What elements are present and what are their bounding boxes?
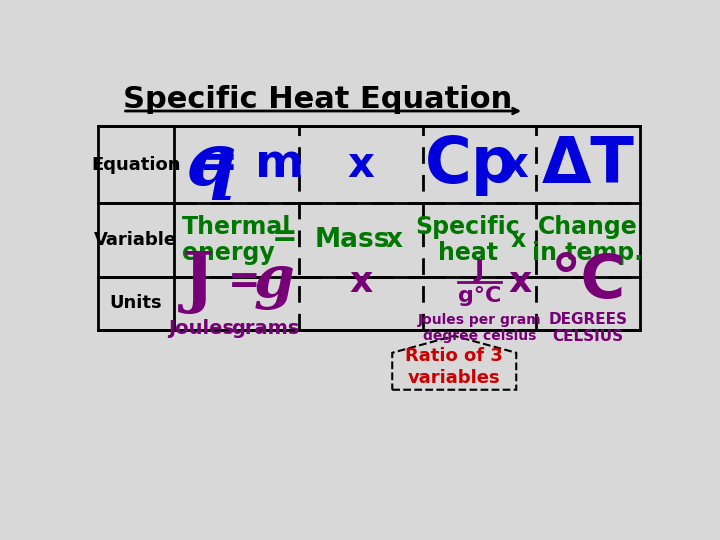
Text: x: x — [348, 144, 374, 186]
Text: = m: = m — [199, 143, 304, 187]
Text: Specific Heat Equation: Specific Heat Equation — [122, 85, 512, 114]
Text: ΔT: ΔT — [541, 134, 634, 196]
Bar — [98, 126, 640, 330]
Text: =: = — [228, 263, 261, 301]
Text: Joules per gram
degree celsius: Joules per gram degree celsius — [418, 313, 541, 343]
Text: Equation: Equation — [91, 156, 181, 174]
Text: J: J — [474, 258, 484, 282]
Text: x: x — [350, 265, 373, 299]
Text: g: g — [253, 254, 294, 310]
Polygon shape — [392, 336, 516, 390]
Text: Cp: Cp — [426, 134, 518, 196]
Text: J: J — [183, 249, 215, 314]
Text: Variable: Variable — [94, 231, 177, 249]
Text: g°C: g°C — [458, 286, 501, 306]
Text: DEGREES
CELSIUS: DEGREES CELSIUS — [549, 312, 627, 345]
Text: grams: grams — [231, 319, 300, 338]
Text: Ratio of 3
variables: Ratio of 3 variables — [405, 347, 503, 387]
Text: Units: Units — [109, 294, 162, 313]
Text: x: x — [501, 144, 528, 186]
Text: x: x — [508, 265, 531, 299]
Text: q: q — [186, 130, 237, 200]
Text: Joules: Joules — [168, 319, 234, 338]
Text: Mass: Mass — [314, 227, 390, 253]
Text: °C: °C — [550, 252, 626, 312]
Text: x: x — [510, 228, 526, 252]
Text: Change
in temp.: Change in temp. — [532, 215, 644, 265]
Text: Thermal
energy: Thermal energy — [181, 215, 291, 265]
Text: x: x — [385, 227, 402, 253]
Text: Specific
heat: Specific heat — [415, 215, 520, 265]
Text: =: = — [271, 222, 297, 252]
